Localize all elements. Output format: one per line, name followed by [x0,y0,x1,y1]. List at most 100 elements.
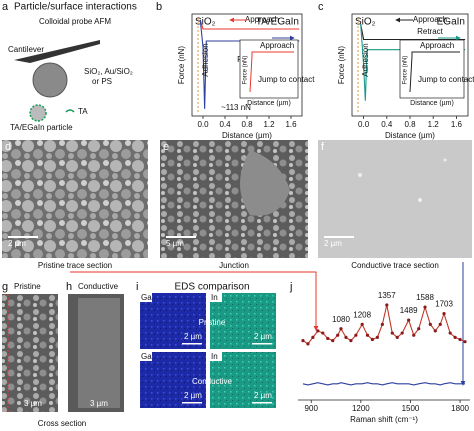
inset-curve [249,51,294,93]
data-point [331,339,335,343]
sem-feature [418,198,422,202]
inset-frame [239,39,299,99]
scale-label: 5 µm [166,239,184,248]
connector [70,271,319,331]
data-point [442,312,446,316]
x-tick-label: 1.6 [285,120,297,129]
x-tick-label: 1500 [402,404,420,413]
materials-label: or PS [92,77,112,86]
data-point [321,331,325,335]
annotation: ~113 nN [221,103,251,112]
data-point [339,327,343,331]
panel-letter: h [66,281,72,293]
inset-y-label: Force (nN) [403,56,409,85]
inset-annotation: Approach [260,41,294,50]
x-axis-label: Raman shift (cm⁻¹) [350,415,418,424]
sem-image [2,294,58,412]
data-point [407,318,411,322]
panel-letter: c [318,1,324,13]
chart-title: SiO₂ [195,17,216,28]
inset-x-label: Distance (µm) [247,100,291,107]
element-label: In [211,352,218,361]
panel-caption: Cross section [38,419,86,428]
data-point [380,322,384,326]
cantilever-label: Cantilever [8,45,44,54]
eds-map [140,352,206,408]
panel-title: Pristine [14,282,41,291]
row-label: Pristine [199,318,226,327]
particle-label: TA/EGaIn particle [10,123,73,132]
data-point [349,339,353,343]
peak-label: 1357 [378,291,396,300]
ta-label: TA [78,107,88,116]
panel-caption: Conductive trace section [351,261,439,270]
eds-map [210,293,276,349]
x-tick-label: 1.2 [263,120,275,129]
peak-label: 1080 [332,315,350,324]
chart-subtitle: TA/EGaIn [256,17,299,28]
panel-letter: b [156,1,162,13]
row-label: Conductive [192,377,233,386]
panel-letter: f [321,141,325,153]
scale-label: 2 µm [254,332,272,341]
x-tick-label: 0.8 [241,120,253,129]
inset-annotation: Jump to contact [418,75,474,84]
inset-x-label: Distance (µm) [410,100,454,107]
inset-annotation: Jump to contact [258,75,315,84]
data-point [326,336,330,341]
panel-letter: i [136,281,138,293]
scale-bar [182,343,202,345]
eds-map [210,352,276,408]
data-point [365,333,370,337]
chart-title: SiO₂ [355,17,376,28]
data-point [336,333,340,337]
peak-label: 1703 [435,300,453,309]
annotation: Adhesion [201,43,210,76]
sem-image [2,140,148,258]
ta-icon [65,109,75,113]
x-tick-label: 0.4 [381,120,393,129]
panel-caption: Junction [219,261,249,270]
annotation: Approach [245,15,279,24]
label-box [140,352,152,361]
scale-bar [8,236,38,238]
data-point [417,327,421,331]
sem-feature [78,298,120,408]
eds-map [140,293,206,349]
panel-letter: d [5,141,11,153]
panel-caption: Pristine trace section [38,261,112,270]
x-tick-label: 0.8 [404,120,416,129]
panel-letter: g [2,281,8,293]
data-point [400,331,404,335]
data-point [463,340,467,344]
series-line [302,382,466,386]
scale-label: 3 µm [90,399,108,408]
sem-feature [443,158,447,162]
data-point [311,335,315,339]
peak-label: 1588 [416,293,434,302]
materials-label: SiO₂, Au/SiO₂ [84,67,133,76]
panel-title: Particle/surface interactions [14,2,137,13]
data-point [375,335,379,339]
x-tick-label: 1.6 [451,120,463,129]
x-tick-label: 900 [305,404,319,413]
sem-feature [358,173,362,177]
scale-label: 2 µm [254,391,272,400]
data-point [370,337,375,342]
label-box [140,293,152,302]
cantilever-shape [14,40,100,63]
method-label: Colloidal probe AFM [39,17,111,26]
data-point [301,339,305,343]
data-point [385,303,389,307]
x-tick-label: 0.0 [358,120,370,129]
data-point [428,322,432,326]
scale-bar [166,236,196,238]
data-point [360,322,364,326]
series-line [360,24,466,41]
scale-label: 2 µm [324,239,342,248]
sem-feature [240,150,290,216]
element-label: Ga [141,293,152,302]
y-axis-label: Force (nN) [177,46,186,85]
chart-subtitle: EGaIn [437,17,465,28]
data-point [395,335,399,339]
